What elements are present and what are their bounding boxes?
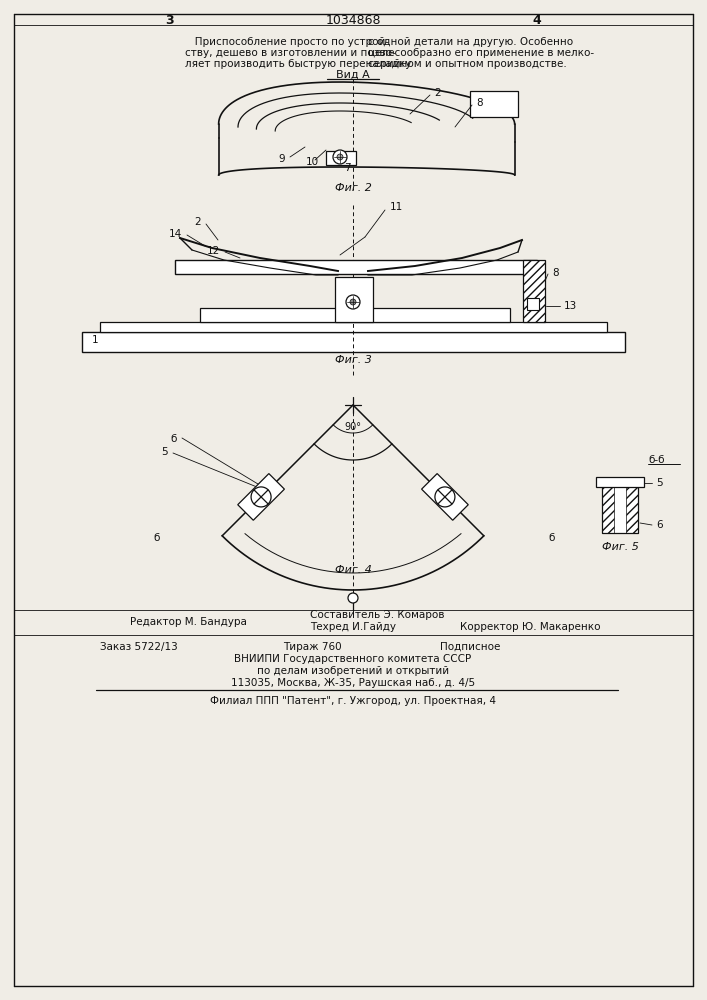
Text: ВНИИПИ Государственного комитета СССР: ВНИИПИ Государственного комитета СССР [235,654,472,664]
Text: ству, дешево в изготовлении и позво-: ству, дешево в изготовлении и позво- [185,48,396,58]
Bar [82,332,625,352]
Text: 11: 11 [390,202,403,212]
Bar [100,322,607,332]
Circle shape [350,299,356,305]
Text: Вид А: Вид А [336,70,370,80]
Text: ляет производить быструю переналадку: ляет производить быструю переналадку [185,59,411,69]
Text: Приспособление просто по устрой-: Приспособление просто по устрой- [185,37,389,47]
Bar [602,481,614,533]
Text: 4: 4 [532,13,542,26]
Bar [596,477,644,487]
Text: 14: 14 [169,229,182,239]
Text: 113035, Москва, Ж-35, Раушская наб., д. 4/5: 113035, Москва, Ж-35, Раушская наб., д. … [231,678,475,688]
Text: 3: 3 [165,13,175,26]
Bar [200,308,510,322]
Bar [335,277,373,322]
Text: Техред И.Гайду: Техред И.Гайду [310,622,396,632]
Text: 6: 6 [656,520,662,530]
Text: 90°: 90° [344,422,361,432]
Text: 1: 1 [91,335,98,345]
Text: Тираж 760: Тираж 760 [283,642,341,652]
Text: по делам изобретений и открытий: по делам изобретений и открытий [257,666,449,676]
Text: 7: 7 [344,163,350,173]
Bar [523,260,545,322]
Circle shape [348,593,358,603]
Text: Фиг. 5: Фиг. 5 [602,542,638,552]
Circle shape [435,487,455,507]
Text: 2: 2 [434,88,440,98]
Bar [326,151,356,165]
Text: Фиг. 3: Фиг. 3 [334,355,371,365]
Text: Составитель Э. Комаров: Составитель Э. Комаров [310,610,445,620]
Circle shape [251,487,271,507]
Text: б: б [548,533,554,543]
Circle shape [337,154,343,160]
Text: 10: 10 [305,157,319,167]
Circle shape [333,150,347,164]
Bar [175,260,537,274]
Circle shape [346,295,360,309]
Text: 5: 5 [656,478,662,488]
Text: с одной детали на другую. Особенно: с одной детали на другую. Особенно [368,37,573,47]
Text: 13: 13 [564,301,577,311]
Text: б-б: б-б [648,455,665,465]
Polygon shape [238,474,284,520]
Text: Подписное: Подписное [440,642,501,652]
Text: 1034868: 1034868 [325,13,381,26]
Text: б: б [153,533,160,543]
Text: Корректор Ю. Макаренко: Корректор Ю. Макаренко [460,622,600,632]
Text: Филиал ППП "Патент", г. Ужгород, ул. Проектная, 4: Филиал ППП "Патент", г. Ужгород, ул. Про… [210,696,496,706]
Text: 12: 12 [206,246,220,256]
Text: целесообразно его применение в мелко-: целесообразно его применение в мелко- [368,48,594,58]
Text: Заказ 5722/13: Заказ 5722/13 [100,642,177,652]
Text: 9: 9 [279,154,285,164]
Text: Фиг. 4: Фиг. 4 [334,565,371,575]
Bar [626,481,638,533]
Text: 5: 5 [161,447,168,457]
Text: б: б [170,434,177,444]
Text: Редактор М. Бандура: Редактор М. Бандура [130,617,247,627]
Bar [470,91,518,117]
Text: 2: 2 [194,217,201,227]
Text: Фиг. 2: Фиг. 2 [334,183,371,193]
Text: 8: 8 [552,268,559,278]
Bar [602,481,638,533]
Polygon shape [421,474,468,520]
Bar [527,298,539,310]
Text: серийном и опытном производстве.: серийном и опытном производстве. [368,59,567,69]
Text: 8: 8 [476,98,483,108]
